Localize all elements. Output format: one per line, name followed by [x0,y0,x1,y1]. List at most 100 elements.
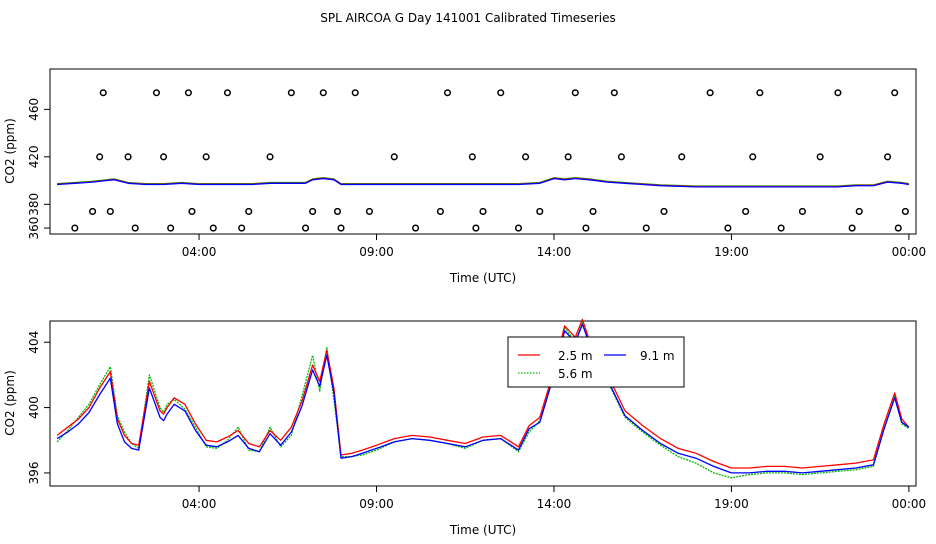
data-point [238,224,246,232]
data-point [443,89,452,97]
bottom-plot-frame [49,320,917,487]
top-x-tick-label: 14:00 [537,245,572,259]
top-y-axis-label: CO2 (ppm) [3,118,17,184]
legend-box [507,336,685,388]
data-point [724,224,732,232]
bottom-x-tick-label: 00:00 [892,497,927,511]
top-y-tick-label: 360 [27,217,41,240]
data-point [266,153,274,161]
data-point [571,89,579,97]
data-point [202,153,210,161]
data-point [412,224,420,232]
top-line-s3 [57,177,910,188]
data-point [834,89,842,97]
top-x-axis-label: Time (UTC) [449,271,516,285]
top-y-tick-label: 420 [27,145,41,168]
data-point [319,89,327,97]
data-point [71,224,79,232]
top-y-tick-label: 460 [27,98,41,121]
data-point [706,89,714,97]
bottom-x-tick-label: 04:00 [182,497,217,511]
data-point [209,224,217,232]
legend-label-9-1m: 9.1 m [640,349,675,363]
bottom-line-s1 [56,318,910,469]
data-point [749,153,757,161]
data-point [798,207,806,215]
legend-label-5-6m: 5.6 m [558,367,593,381]
data-point [660,207,668,215]
data-point [756,89,764,97]
data-point [564,153,572,161]
bottom-x-tick-label: 09:00 [359,497,394,511]
bottom-panel: 396 400 404 04:00 09:00 14:00 19:00 00:00 Time… [3,318,926,537]
data-point [582,224,590,232]
data-point [479,207,487,215]
data-point [610,89,618,97]
data-point [184,89,192,97]
data-point [160,153,168,161]
bottom-line-s3 [56,323,910,474]
data-point [468,153,476,161]
data-point [188,207,196,215]
bottom-series-lines [56,318,910,479]
data-point [816,153,824,161]
data-point [223,89,232,97]
data-point [884,153,892,161]
data-point [678,153,686,161]
data-point [436,207,444,215]
top-plot-frame [49,68,917,235]
legend: 2.5 m 5.6 m 9.1 m [507,336,685,388]
data-point [106,207,114,215]
data-point [522,153,530,161]
data-point [99,89,107,97]
data-point [891,89,899,97]
data-point [333,207,342,215]
data-point [287,89,295,97]
data-point [777,224,785,232]
bottom-y-tick-label: 404 [27,331,41,354]
chart-title: SPL AIRCOA G Day 141001 Calibrated Times… [320,11,615,25]
bottom-x-axis-label: Time (UTC) [449,523,516,537]
bottom-x-axis: 04:00 09:00 14:00 19:00 00:00 [182,486,926,511]
data-point [365,207,373,215]
data-point [894,224,902,232]
bottom-y-axis: 396 400 404 [27,331,50,484]
data-point [848,224,856,232]
data-point [337,224,345,232]
data-point [152,89,161,97]
bottom-y-tick-label: 396 [27,461,41,484]
data-point [742,207,750,215]
data-point [589,207,597,215]
data-point [514,224,523,232]
top-x-tick-label: 19:00 [714,245,749,259]
data-point [301,224,310,232]
data-point [131,224,139,232]
bottom-line-s2 [56,321,910,479]
data-point [309,207,317,215]
bottom-y-tick-label: 400 [27,396,41,419]
data-point [245,207,253,215]
data-point [536,207,544,215]
bottom-y-axis-label: CO2 (ppm) [3,370,17,436]
data-point [901,207,909,215]
data-point [617,153,625,161]
data-point [390,153,398,161]
bottom-x-tick-label: 14:00 [537,497,572,511]
data-point [497,89,505,97]
top-points [71,89,909,232]
top-series-lines [57,177,910,188]
data-point [124,153,132,161]
data-point [96,153,104,161]
data-point [642,224,650,232]
data-point [855,207,863,215]
top-x-tick-label: 04:00 [182,245,217,259]
data-point [89,207,97,215]
data-point [351,89,359,97]
top-x-tick-label: 00:00 [892,245,927,259]
data-point [472,224,480,232]
top-y-tick-label: 380 [27,193,41,216]
top-x-axis: 04:00 09:00 14:00 19:00 00:00 [182,234,926,259]
